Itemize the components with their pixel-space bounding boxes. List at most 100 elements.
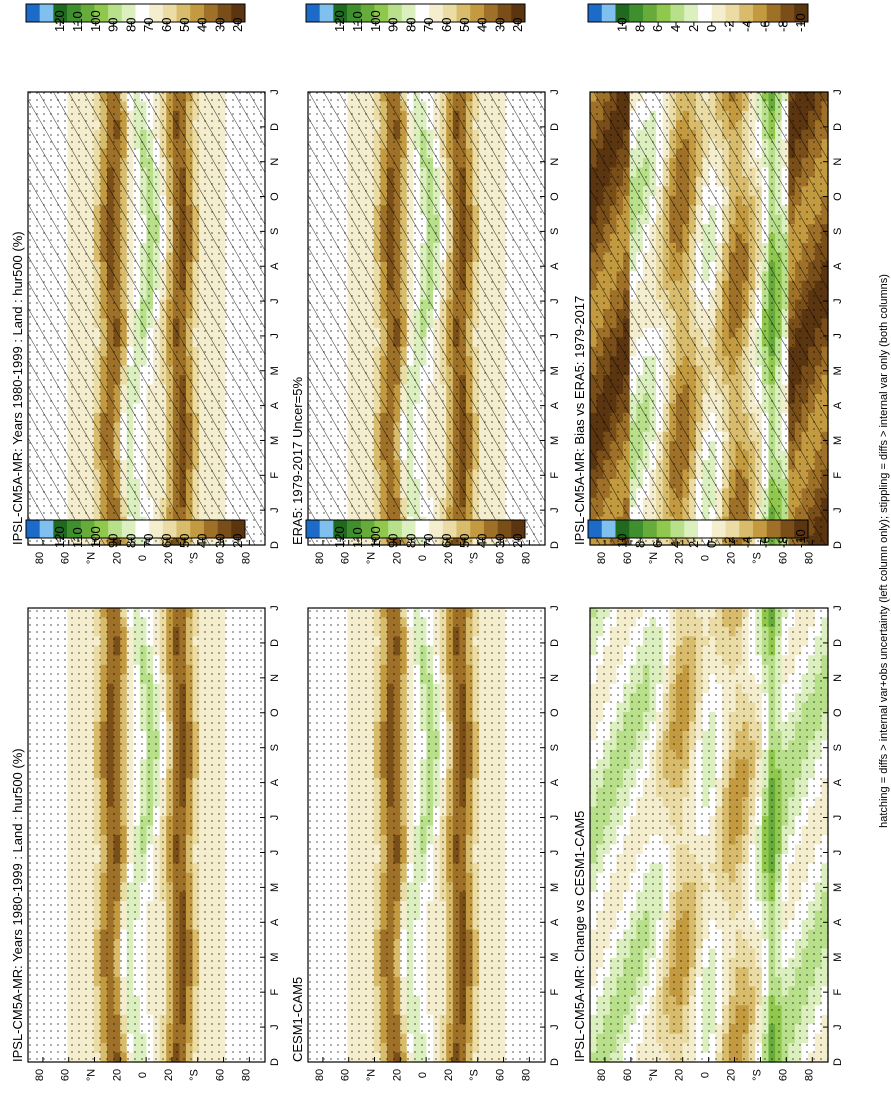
colorbar-swatch: [39, 4, 54, 22]
colorbar-label: 40: [195, 534, 210, 548]
month-label: J: [269, 333, 281, 339]
colorbar-label: 60: [159, 18, 174, 32]
colorbar-swatch: [203, 520, 218, 538]
month-label: M: [269, 883, 281, 892]
month-label: F: [269, 472, 281, 479]
month-label: M: [269, 953, 281, 962]
colorbar-swatch: [203, 4, 218, 22]
lat-label: 80: [240, 1069, 252, 1081]
colorbar-label: 50: [177, 534, 192, 548]
lat-label: 60: [60, 1069, 72, 1081]
lat-label: 0: [137, 1072, 149, 1078]
colorbar-label: 80: [123, 18, 138, 32]
lat-label: 60: [215, 1069, 227, 1081]
month-label: J: [269, 605, 281, 611]
month-label: A: [269, 262, 281, 270]
lat-label: 60: [215, 552, 227, 564]
colorbar-swatch: [190, 4, 205, 22]
panel-3: ERA5: 1979-2017 Uncer=5% DJFMAMJJASONDJ80…: [290, 3, 561, 564]
colorbar-label: 70: [141, 534, 156, 548]
colorbar-swatch: [26, 520, 40, 538]
month-label: D: [269, 123, 281, 131]
colorbar-label: 90: [106, 18, 121, 32]
colorbar-swatch: [53, 4, 68, 22]
month-label: A: [269, 918, 281, 926]
colorbar-label: 80: [123, 534, 138, 548]
colorbar-label: 70: [141, 18, 156, 32]
colorbar-swatch: [162, 520, 177, 538]
colorbar-frame: [25, 3, 246, 23]
colorbar-swatch: [53, 520, 68, 538]
colorbar-swatch: [108, 520, 123, 538]
panel-1: IPSL-CM5A-MR: Years 1980-1999 : Land : h…: [10, 3, 281, 564]
month-label: M: [269, 436, 281, 445]
colorbar-label: 120: [52, 526, 67, 548]
colorbar-label: 110: [70, 527, 85, 548]
colorbar-label: 60: [159, 534, 174, 548]
lat-label: 20: [163, 1069, 175, 1081]
colorbar-swatch: [67, 520, 82, 538]
month-label: N: [269, 158, 281, 166]
colorbar-label: 90: [106, 534, 121, 548]
colorbar-frame: [25, 519, 246, 539]
month-label: J: [269, 507, 281, 512]
colorbar-swatch: [135, 4, 150, 22]
colorbar-label: 40: [195, 18, 210, 32]
panel-title: IPSL-CM5A-MR: Years 1980-1999 : Land : h…: [10, 231, 25, 545]
lat-label: 20: [111, 552, 123, 564]
colorbar-swatch: [80, 4, 95, 22]
colorbar-label: 110: [70, 11, 85, 32]
colorbar-swatch: [162, 4, 177, 22]
month-label: A: [269, 778, 281, 786]
colorbar-swatch: [135, 520, 150, 538]
month-label: J: [269, 89, 281, 95]
lat-label: °N: [86, 1069, 98, 1081]
colorbar-label: 20: [230, 534, 245, 548]
colorbar-swatch: [217, 4, 232, 22]
colorbar-label: 30: [212, 534, 227, 548]
lat-label: 60: [60, 552, 72, 564]
colorbar-swatch: [176, 4, 191, 22]
colorbar-swatch: [231, 4, 246, 22]
colorbar-label: 120: [52, 10, 67, 32]
colorbar-swatch: [121, 520, 136, 538]
month-label: S: [269, 744, 281, 751]
month-label: J: [269, 1024, 281, 1030]
month-label: D: [269, 541, 281, 549]
colorbar-label: 100: [88, 526, 103, 548]
month-label: J: [269, 815, 281, 821]
colorbar-label: 100: [88, 10, 103, 32]
month-label: O: [269, 192, 281, 201]
stippling: [28, 608, 265, 1062]
colorbar: 120 110 100 90 80 70 60 50 40 30 20: [25, 3, 246, 32]
colorbar-swatch: [67, 4, 82, 22]
month-label: A: [269, 401, 281, 409]
lat-label: °S: [189, 552, 201, 564]
colorbar-swatch: [94, 520, 109, 538]
month-label: F: [269, 989, 281, 996]
colorbar-swatch: [190, 520, 205, 538]
colorbar-swatch: [39, 520, 54, 538]
colorbar: 120 110 100 90 80 70 60 50 40 30 20: [25, 519, 246, 548]
month-label: N: [269, 674, 281, 682]
month-label: M: [269, 366, 281, 375]
colorbar-swatch: [149, 520, 164, 538]
month-label: D: [269, 1058, 281, 1066]
colorbar-swatch: [176, 520, 191, 538]
month-label: J: [269, 298, 281, 304]
lat-label: °S: [189, 1069, 201, 1081]
month-label: O: [269, 708, 281, 717]
lat-label: 20: [111, 1069, 123, 1081]
lat-label: °N: [86, 552, 98, 564]
lat-label: 80: [34, 1069, 46, 1081]
month-label: D: [269, 639, 281, 647]
hatching: [28, 92, 265, 545]
colorbar-swatch: [217, 520, 232, 538]
lat-label: 80: [34, 552, 46, 564]
colorbar-swatch: [231, 520, 246, 538]
colorbar-label: 50: [177, 18, 192, 32]
colorbar-label: 20: [230, 18, 245, 32]
panel-title: IPSL-CM5A-MR: Years 1980-1999 : Land : h…: [10, 748, 25, 1062]
month-label: S: [269, 228, 281, 235]
colorbar-swatch: [121, 4, 136, 22]
